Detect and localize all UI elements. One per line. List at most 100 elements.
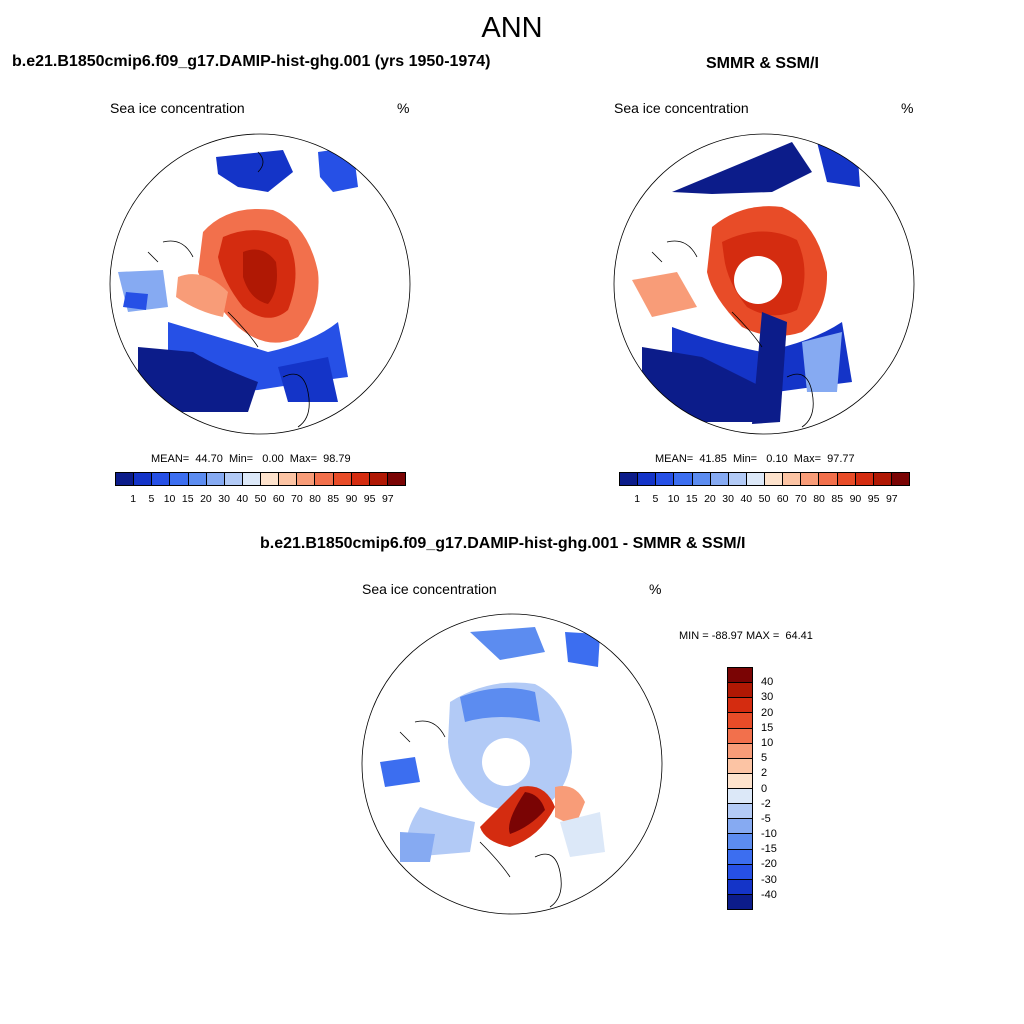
panel2-colorbar-tick-label: 80: [813, 493, 825, 505]
diff-colorbar-swatch: [728, 683, 752, 699]
panel2-colorbar-tick-label: 90: [849, 493, 862, 505]
panel1-stats: MEAN= 44.70 Min= 0.00 Max= 98.79: [151, 453, 351, 465]
diff-colorbar-tick-label: 20: [761, 706, 774, 719]
panel1-units: %: [397, 100, 410, 116]
diff-colorbar-tick-label: 5: [761, 752, 768, 765]
diff-colorbar-swatch: [728, 894, 752, 909]
diff-colorbar-swatch: [728, 849, 752, 865]
panel1-colorbar-tick-label: 95: [363, 493, 376, 505]
diff-colorbar-tick-label: -40: [761, 888, 777, 901]
panel1-colorbar-swatch: [242, 473, 261, 485]
panel1-colorbar-swatch: [116, 473, 135, 485]
diff-minmax: MIN = -88.97 MAX = 64.41: [679, 630, 813, 642]
panel1-colorbar-tick-label: 30: [218, 493, 230, 505]
diff-title: b.e21.B1850cmip6.f09_g17.DAMIP-hist-ghg.…: [260, 535, 746, 552]
panel2-colorbar-tick-label: 70: [795, 493, 807, 505]
panel2-colorbar-swatch: [819, 473, 838, 485]
panel2-units: %: [901, 100, 914, 116]
panel2-colorbar-swatch: [765, 473, 784, 485]
panel1-colorbar-swatch: [224, 473, 243, 485]
panel2-colorbar-swatch: [728, 473, 747, 485]
panel1-colorbar-swatch: [188, 473, 207, 485]
diff-subtitle: Sea ice concentration: [362, 581, 497, 597]
panel1-colorbar-swatch: [152, 473, 171, 485]
panel1-colorbar-tick-label: 50: [254, 493, 267, 505]
diff-colorbar-tick-label: -2: [761, 797, 771, 810]
panel1-colorbar-swatch: [351, 473, 370, 485]
diff-colorbar-swatch: [728, 713, 752, 729]
panel2-colorbar-tick-label: 1: [634, 493, 641, 505]
panel2-colorbar-swatch: [674, 473, 693, 485]
panel1-colorbar-swatch: [279, 473, 298, 485]
main-title: ANN: [481, 12, 543, 44]
panel2-colorbar-swatch: [837, 473, 856, 485]
panel2-colorbar-swatch: [710, 473, 729, 485]
diff-colorbar-tick-label: -30: [761, 873, 777, 886]
panel1-colorbar-tick-label: 40: [236, 493, 249, 505]
panel2-colorbar-swatch: [620, 473, 639, 485]
panel2-title: SMMR & SSM/I: [706, 55, 819, 72]
diff-colorbar-swatch: [728, 698, 752, 714]
panel1-colorbar-swatch: [333, 473, 352, 485]
panel2-colorbar-swatch: [656, 473, 675, 485]
panel1-colorbar-swatch: [387, 473, 405, 485]
diff-colorbar-tick-label: 2: [761, 767, 768, 780]
panel1-colorbar-tick-label: 10: [163, 493, 176, 505]
panel2-colorbar-swatch: [855, 473, 874, 485]
panel2-colorbar-tick-label: 50: [758, 493, 771, 505]
panel2-colorbar-swatch: [638, 473, 657, 485]
panel2-colorbar-swatch: [873, 473, 892, 485]
diff-colorbar-swatch: [728, 834, 752, 850]
panel2-colorbar-tick-label: 97: [885, 493, 898, 505]
panel1-title: b.e21.B1850cmip6.f09_g17.DAMIP-hist-ghg.…: [12, 53, 491, 70]
panel2-colorbar-tick-label: 95: [867, 493, 880, 505]
diff-colorbar-swatch: [728, 743, 752, 759]
panel1-colorbar-tick-label: 15: [181, 493, 194, 505]
panel1-colorbar-tick-label: 90: [345, 493, 358, 505]
panel2-colorbar-swatch: [891, 473, 909, 485]
panel1-colorbar-swatch: [206, 473, 225, 485]
diff-colorbar-swatch: [728, 879, 752, 895]
panel1-colorbar-tick-label: 70: [291, 493, 303, 505]
diff-colorbar-swatch: [728, 773, 752, 789]
panel1-colorbar-swatch: [134, 473, 153, 485]
panel2-colorbar-tick-label: 60: [776, 493, 789, 505]
panel1-colorbar-tick-label: 1: [130, 493, 137, 505]
diff-colorbar-swatch: [728, 864, 752, 880]
panel2-colorbar-labels: 1 5 10 15 20 30 40 50 60 70 80 85 90 95 97: [619, 493, 910, 507]
diff-colorbar-labels: 40 30 20 15 10 5 2 0 -2 -5 -10 -15 -20 -30 -40: [761, 667, 801, 910]
panel2-colorbar-swatch: [692, 473, 711, 485]
diff-units: %: [649, 581, 662, 597]
panel2-colorbar-tick-label: 10: [667, 493, 680, 505]
panel1-colorbar-tick-label: 97: [381, 493, 394, 505]
panel2-stats: MEAN= 41.85 Min= 0.10 Max= 97.77: [655, 453, 855, 465]
panel2-colorbar-tick-label: 85: [831, 493, 844, 505]
diff-colorbar: [727, 667, 753, 910]
panel2-polar-map: [613, 133, 915, 435]
diff-colorbar-swatch: [728, 728, 752, 744]
panel1-colorbar-swatch: [315, 473, 334, 485]
panel1-colorbar-tick-label: 85: [327, 493, 340, 505]
panel2-colorbar-swatch: [783, 473, 802, 485]
panel2-colorbar-tick-label: 5: [652, 493, 659, 505]
diff-colorbar-swatch: [728, 668, 752, 684]
diff-colorbar-swatch: [728, 789, 752, 805]
diff-colorbar-tick-label: 0: [761, 782, 768, 795]
panel2-subtitle: Sea ice concentration: [614, 100, 749, 116]
diff-polar-map: [361, 613, 663, 915]
diff-colorbar-tick-label: 40: [761, 676, 774, 689]
panel1-colorbar-swatch: [297, 473, 316, 485]
panel2-colorbar-swatch: [801, 473, 820, 485]
diff-colorbar-swatch: [728, 804, 752, 820]
panel1-colorbar-tick-label: 60: [272, 493, 285, 505]
panel1-colorbar-swatch: [369, 473, 388, 485]
diff-colorbar-tick-label: -10: [761, 828, 777, 841]
panel2-colorbar-tick-label: 30: [722, 493, 734, 505]
panel1-colorbar-tick-label: 5: [148, 493, 155, 505]
panel2-colorbar: [619, 472, 910, 486]
diff-colorbar-tick-label: -20: [761, 858, 777, 871]
diff-colorbar-tick-label: 15: [761, 721, 774, 734]
panel1-polar-map: [109, 133, 411, 435]
panel1-colorbar-swatch: [170, 473, 189, 485]
panel1-colorbar: [115, 472, 406, 486]
